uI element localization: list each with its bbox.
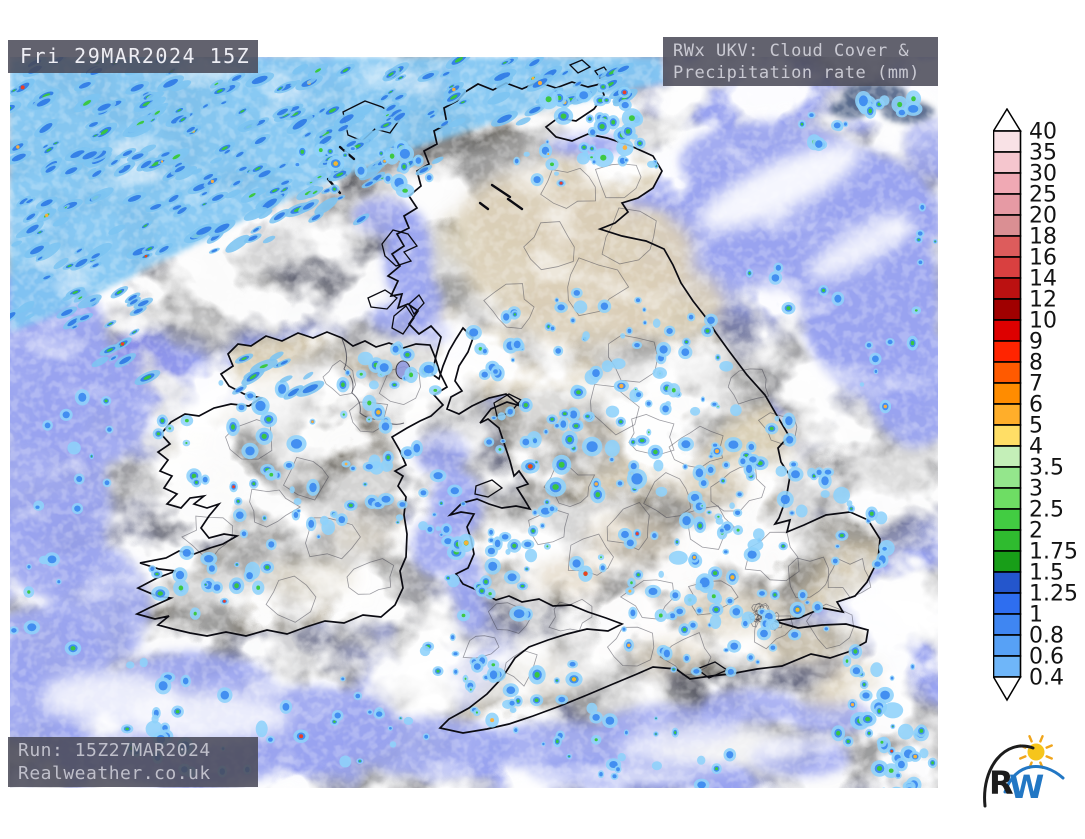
svg-text:40: 40: [1029, 120, 1057, 145]
chart-title-line2: Precipitation rate (mm): [673, 63, 920, 83]
chart-title-line1: RWx UKV: Cloud Cover &: [673, 41, 910, 61]
svg-text:1.75: 1.75: [1029, 540, 1078, 565]
svg-text:1.5: 1.5: [1029, 561, 1064, 586]
svg-text:7: 7: [1029, 372, 1043, 397]
cloud-arc-icon: [983, 744, 1035, 808]
svg-text:8: 8: [1029, 351, 1043, 376]
svg-text:3.5: 3.5: [1029, 456, 1064, 481]
svg-text:25: 25: [1029, 183, 1057, 208]
svg-text:4: 4: [1029, 435, 1043, 460]
svg-text:2: 2: [1029, 519, 1043, 544]
svg-text:10: 10: [1029, 309, 1057, 334]
logo-letter-w: W: [1009, 768, 1044, 806]
svg-text:0.8: 0.8: [1029, 624, 1064, 649]
realweather-logo: R W: [983, 735, 1065, 808]
weather-map: [10, 57, 938, 788]
coastlines: [136, 59, 881, 734]
svg-text:14: 14: [1029, 267, 1057, 292]
svg-text:20: 20: [1029, 204, 1057, 229]
svg-text:0.4: 0.4: [1029, 666, 1064, 691]
precipitation-scale-legend: 403530252018161412109876543.532.521.751.…: [993, 108, 1078, 702]
logo-letter-r: R: [989, 764, 1014, 802]
cloud-arc-blue-icon: [1003, 765, 1065, 794]
svg-text:9: 9: [1029, 330, 1043, 355]
model-run-label: Run: 15Z27MAR2024 Realweather.co.uk: [8, 737, 258, 787]
run-time: Run: 15Z27MAR2024: [18, 740, 211, 761]
svg-text:1.25: 1.25: [1029, 582, 1078, 607]
svg-text:30: 30: [1029, 162, 1057, 187]
svg-text:3: 3: [1029, 477, 1043, 502]
site-name: Realweather.co.uk: [18, 763, 211, 784]
svg-text:0.6: 0.6: [1029, 645, 1064, 670]
svg-text:5: 5: [1029, 414, 1043, 439]
svg-text:2.5: 2.5: [1029, 498, 1064, 523]
svg-text:12: 12: [1029, 288, 1057, 313]
svg-text:16: 16: [1029, 246, 1057, 271]
valid-time-label: Fri 29MAR2024 15Z: [8, 40, 258, 73]
chart-title: RWx UKV: Cloud Cover & Precipitation rat…: [663, 37, 938, 86]
svg-text:6: 6: [1029, 393, 1043, 418]
sun-icon: [1019, 735, 1053, 769]
svg-text:1: 1: [1029, 603, 1043, 628]
svg-text:35: 35: [1029, 141, 1057, 166]
svg-text:18: 18: [1029, 225, 1057, 250]
